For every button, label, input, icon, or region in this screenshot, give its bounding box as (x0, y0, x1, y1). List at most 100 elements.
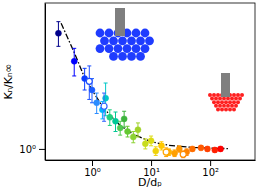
y-tick-label: 10⁰ (19, 144, 36, 155)
inset-particle (118, 36, 127, 45)
inset-illustrations (96, 8, 244, 111)
error-bar-cap (159, 149, 163, 150)
data-point (153, 148, 159, 154)
inset-particle (214, 97, 218, 101)
inset-particle (220, 100, 224, 104)
inset-particle (105, 29, 114, 38)
error-bar-cap (131, 142, 135, 143)
x-tick: 10² (202, 160, 219, 178)
error-bar-cap (154, 155, 158, 156)
error-bar-cap (143, 148, 147, 149)
data-point (101, 103, 107, 109)
error-bar (87, 66, 91, 100)
inset-particle (127, 52, 136, 61)
inset-particle (240, 93, 244, 97)
inset-particle (208, 93, 212, 97)
error-bar-cap (126, 126, 130, 127)
inset-particle (132, 29, 141, 38)
error-bar-cap (164, 147, 168, 148)
error-bar-cap (122, 127, 126, 128)
data-layer (55, 22, 227, 158)
error-bar-cap (87, 65, 91, 66)
inset-particle (96, 29, 105, 38)
error-bar (126, 126, 130, 137)
inset-particle (232, 93, 236, 97)
plot-area: 10⁰10¹10²10⁰ (19, 3, 255, 178)
error-bar-cap (149, 145, 153, 146)
plot-frame (45, 3, 255, 160)
inset-particle (236, 93, 240, 97)
error-bar (199, 146, 203, 150)
data-point (130, 134, 136, 140)
error-bar-cap (56, 46, 60, 47)
data-point (135, 127, 141, 133)
error-bar (136, 123, 140, 137)
error-bar-cap (72, 48, 76, 49)
error-bar-cap (159, 141, 163, 142)
x-tick-label: 10⁰ (84, 167, 101, 178)
data-point (94, 100, 100, 106)
y-tick-mark (39, 149, 45, 150)
x-tick-label: 10² (202, 167, 219, 178)
error-bar-cap (126, 136, 130, 137)
inset-particle (145, 36, 154, 45)
error-bar (181, 151, 185, 158)
inset-particle (228, 100, 232, 104)
inset-particle (212, 100, 216, 104)
inset-particle (210, 97, 214, 101)
x-tick: 10⁰ (84, 160, 101, 178)
error-bar-cap (118, 135, 122, 136)
error-bar (164, 148, 168, 157)
error-bar-cap (149, 136, 153, 137)
fit-line (61, 23, 228, 148)
inset-particle (118, 52, 127, 61)
inset-particle (236, 100, 240, 104)
error-bar-cap (122, 111, 126, 112)
error-bar (95, 93, 99, 113)
error-bar-cap (56, 21, 60, 22)
y-tick: 10⁰ (19, 144, 45, 155)
inset-particle (105, 44, 114, 53)
y-axis-line (45, 4, 46, 161)
inset-particle (216, 107, 220, 111)
error-bar-cap (90, 102, 94, 103)
x-axis-line (46, 160, 256, 161)
error-bar-cap (83, 68, 87, 69)
error-bar (159, 142, 163, 150)
inset-particle (226, 104, 230, 108)
data-point (107, 114, 113, 120)
error-bar-cap (143, 138, 147, 139)
data-point (125, 128, 131, 134)
inset-particle (123, 44, 132, 53)
x-tick-mark (92, 160, 93, 166)
inset-rod (221, 73, 230, 97)
data-point (113, 118, 119, 124)
data-point (172, 150, 178, 156)
inset-particle (234, 97, 238, 101)
inset-particle (141, 44, 150, 53)
error-bar (177, 146, 181, 152)
error-bar-cap (164, 156, 168, 157)
error-bar-cap (114, 131, 118, 132)
inset-particle (224, 100, 228, 104)
error-bar-cap (95, 113, 99, 114)
data-point (117, 125, 123, 131)
data-point (204, 146, 210, 152)
inset-particle (214, 104, 218, 108)
error-bar-cap (83, 90, 87, 91)
y-axis: 10⁰ (19, 4, 45, 161)
error-bar (83, 68, 87, 90)
inset-particle (127, 36, 136, 45)
data-point (180, 151, 186, 157)
data-point (121, 116, 127, 122)
error-bar-cap (108, 109, 112, 110)
inset-particle (212, 93, 216, 97)
inset-rod (115, 8, 125, 36)
inset-particle (220, 107, 224, 111)
inset-particle (100, 36, 109, 45)
x-axis-title: D/dₚ (138, 176, 162, 189)
inset-particle (234, 104, 238, 108)
error-bar (131, 131, 135, 142)
data-point (86, 78, 92, 84)
error-bar (118, 121, 122, 135)
